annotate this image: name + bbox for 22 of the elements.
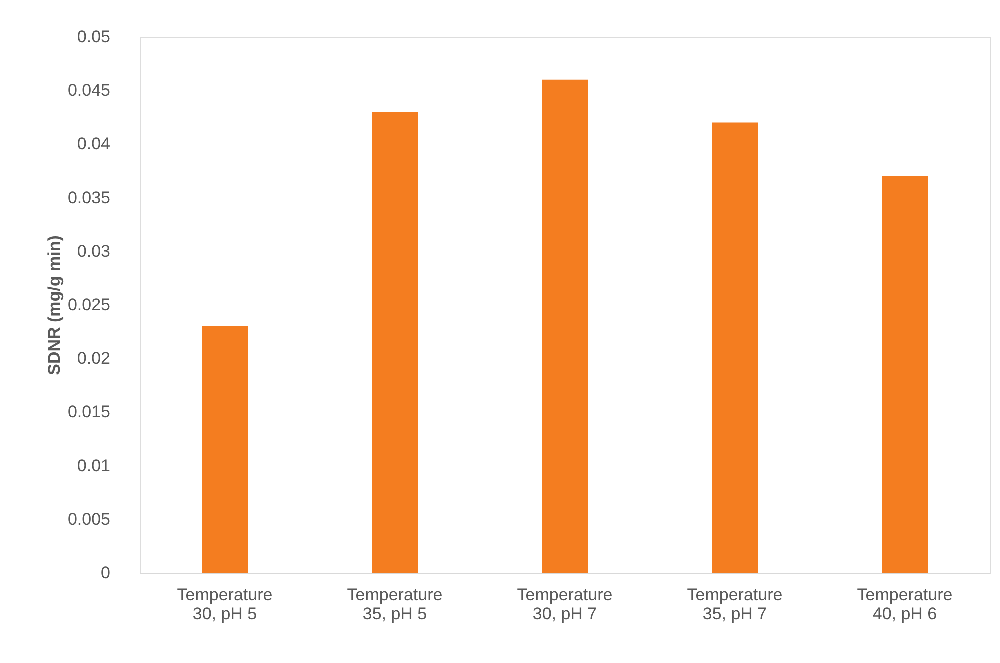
- y-axis-title: SDNR (mg/g min): [44, 236, 64, 376]
- x-tick-label: Temperature 30, pH 7: [517, 586, 613, 624]
- y-tick-label: 0.01: [77, 456, 110, 476]
- x-tick-label: Temperature 35, pH 7: [687, 586, 783, 624]
- y-tick-label: 0.005: [68, 510, 110, 529]
- bar: [712, 122, 758, 573]
- x-tick-label: Temperature 30, pH 5: [177, 586, 273, 624]
- y-tick-label: 0.035: [68, 188, 110, 208]
- bar: [882, 176, 928, 573]
- y-tick-label: 0.03: [77, 242, 110, 261]
- x-tick-label: Temperature 35, pH 5: [347, 586, 443, 624]
- x-tick-label: Temperature 40, pH 6: [857, 586, 953, 624]
- y-tick-label: 0.025: [68, 296, 110, 314]
- bar: [372, 112, 418, 573]
- y-tick-label: 0.015: [68, 402, 110, 422]
- bar: [542, 80, 588, 573]
- bar: [202, 326, 248, 573]
- y-tick-label: 0.05: [77, 28, 110, 46]
- y-tick-label: 0: [101, 564, 110, 582]
- y-tick-label: 0.04: [77, 134, 110, 154]
- y-tick-label: 0.045: [68, 81, 110, 100]
- y-tick-label: 0.02: [77, 349, 110, 368]
